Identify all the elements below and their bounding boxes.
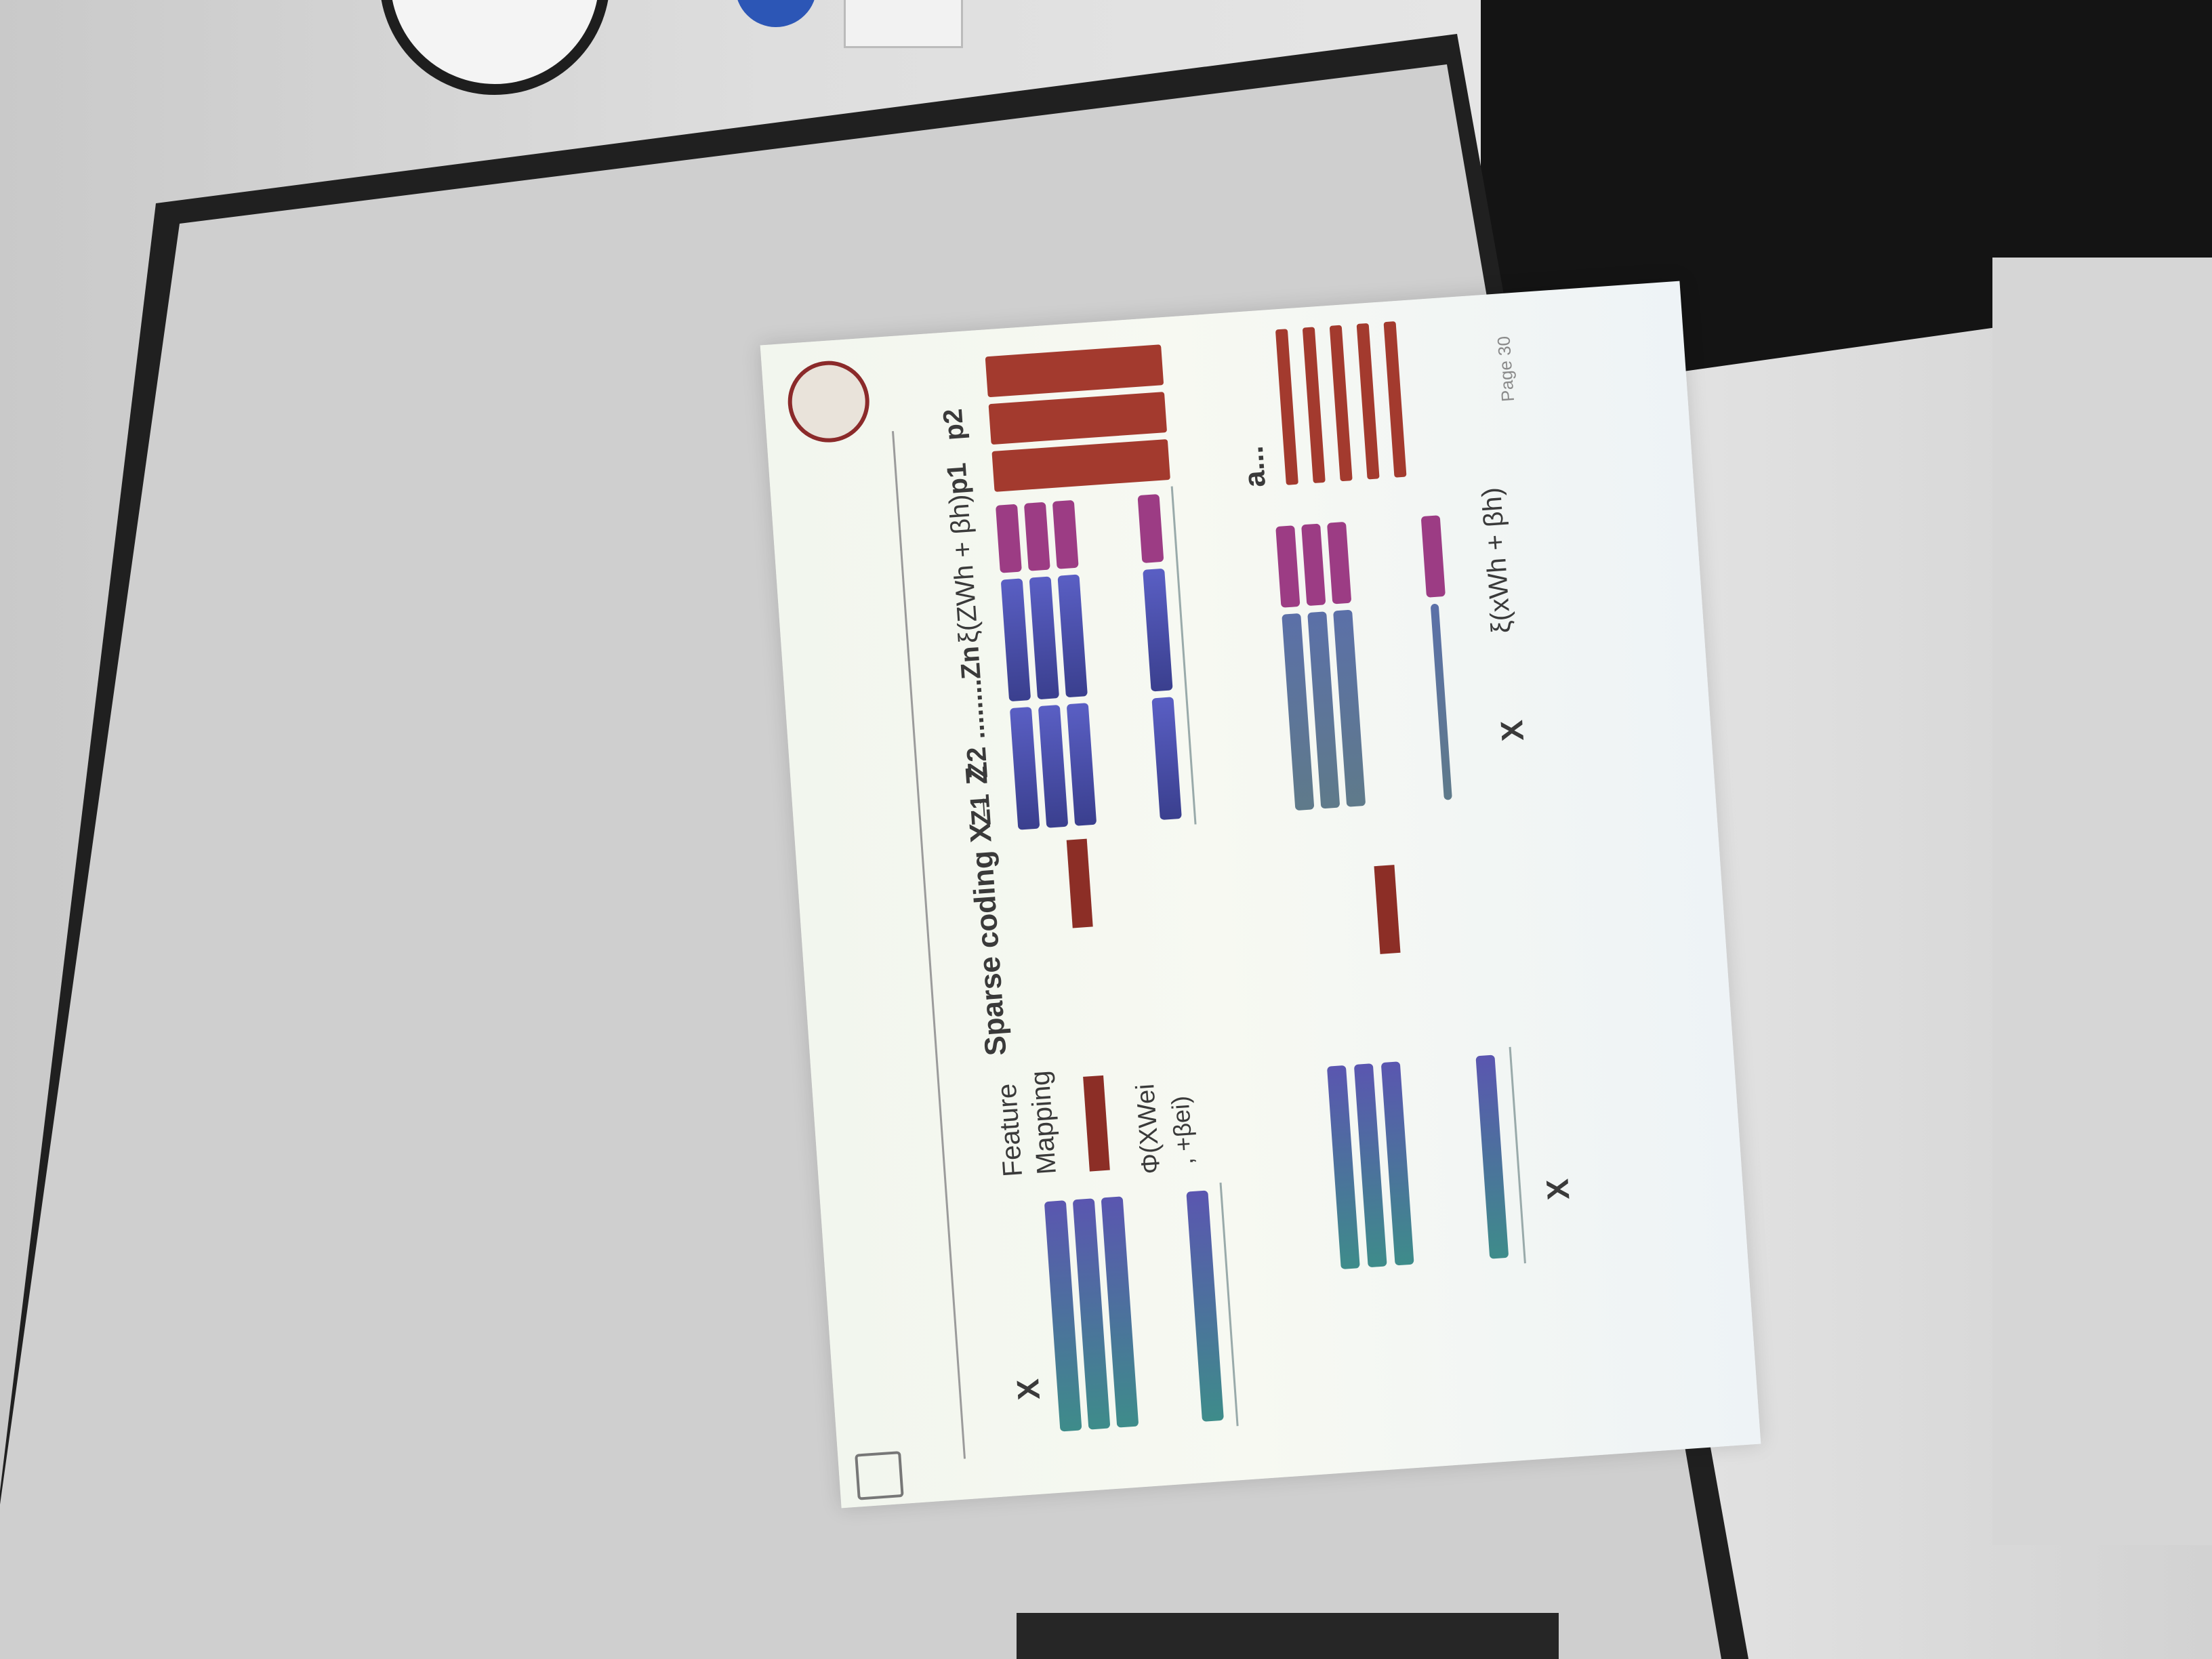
slide-icon — [855, 1451, 904, 1500]
p-block — [985, 344, 1164, 398]
x-label-top: X — [1010, 1378, 1047, 1401]
a-bar — [1329, 325, 1353, 482]
a-bar — [1302, 327, 1326, 484]
xb-bar-magenta — [1420, 515, 1446, 598]
p-block — [988, 392, 1168, 445]
x-bracket — [1030, 1183, 1239, 1439]
z-bracket — [981, 486, 1197, 838]
x-label-bottom-left: X — [1539, 1178, 1576, 1202]
p-block — [991, 438, 1170, 492]
projected-slide: X Feature Mapping Φ(XWei , +βei) Sparse … — [760, 281, 1761, 1509]
white-sign — [844, 0, 963, 48]
x-label-bottom-right: X — [1494, 719, 1531, 743]
a-bar — [1356, 323, 1380, 480]
xb-bar-magenta — [1301, 523, 1326, 607]
bottom-arrow — [1374, 865, 1401, 954]
feature-arrow — [1083, 1075, 1110, 1172]
university-logo — [785, 358, 872, 445]
a-label: a... — [1235, 445, 1273, 489]
a-bar — [1275, 329, 1298, 485]
xl-bracket — [1313, 1046, 1526, 1277]
z1-label: Z1 — [964, 793, 997, 827]
phi-formula: Φ(XWei — [1131, 1082, 1166, 1175]
xi-formula-bottom: ξ(xWh + βh) — [1476, 486, 1517, 634]
xb-bar — [1430, 603, 1452, 800]
floor-edge — [1017, 1613, 1559, 1659]
feature-mapping-line2: Mapping — [1025, 1069, 1062, 1176]
p2-label: p2 — [937, 407, 970, 442]
z2-zn-label: Z2 ........Zn — [954, 644, 994, 780]
xb-bar-magenta — [1327, 521, 1352, 605]
sparse-arrow — [1066, 838, 1093, 928]
feature-mapping-line1: Feature — [991, 1082, 1029, 1178]
a-bar — [1383, 321, 1407, 478]
p1-label: p1 — [941, 462, 974, 496]
xi-formula: ξ(ZWh + βh) — [943, 493, 985, 644]
page-number: Page 30 — [1493, 335, 1519, 403]
phi-formula-2: , +βei) — [1166, 1094, 1199, 1166]
right-wall — [1992, 258, 2212, 1545]
xb-bar-magenta — [1275, 525, 1300, 608]
